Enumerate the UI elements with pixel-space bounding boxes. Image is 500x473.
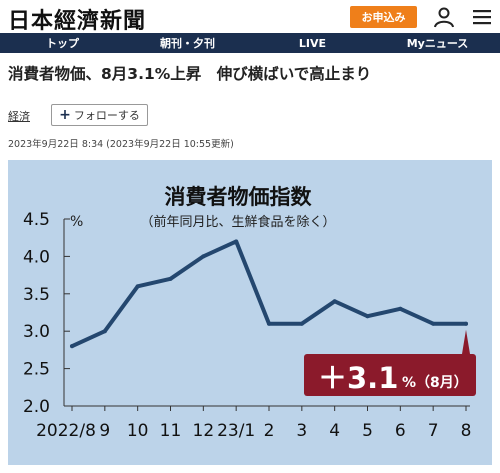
data-point: [201, 254, 206, 259]
data-point: [332, 299, 337, 304]
data-point: [464, 321, 468, 326]
x-tick-label: 8: [461, 421, 472, 441]
badge-background: [304, 354, 476, 396]
chart-title: 消費者物価指数: [165, 185, 313, 209]
data-point: [398, 306, 403, 311]
chart-svg: 消費者物価指数 （前年同月比、生鮮食品を除く） % 2.0 2.5 3.0 3.5 4.…: [23, 185, 476, 441]
x-tick-label: 7: [428, 421, 439, 441]
data-point: [168, 276, 173, 281]
data-point: [70, 344, 74, 349]
apply-button[interactable]: お申込み: [350, 6, 417, 28]
y-tick-label: 3.0: [23, 322, 50, 342]
nav-item-live[interactable]: LIVE: [298, 36, 327, 50]
badge-pointer: [462, 329, 470, 354]
data-point: [365, 314, 370, 319]
badge-unit: %（8月）: [402, 375, 468, 391]
article-timestamp: 2023年9月22日 8:34 (2023年9月22日 10:55更新): [8, 139, 234, 150]
x-tick-label: 4: [329, 421, 340, 441]
x-tick-label: 12: [193, 421, 215, 441]
data-point: [102, 329, 107, 334]
x-tick-label: 3: [296, 421, 307, 441]
y-tick-label: 3.5: [23, 285, 50, 305]
chart-axes: 2.0 2.5 3.0 3.5 4.0 4.5 2022/8 9 10 11 12 23/1 2 3 4 5 6…: [23, 210, 471, 441]
cpi-chart: 消費者物価指数 （前年同月比、生鮮食品を除く） % 2.0 2.5 3.0 3.5 4.…: [8, 160, 492, 465]
article-headline: 消費者物価、8月3.1%上昇 伸び横ばいで高止まり: [8, 65, 372, 83]
x-tick-label: 6: [395, 421, 406, 441]
follow-label: フォローする: [73, 109, 140, 122]
data-point: [299, 321, 304, 326]
nav-item-top[interactable]: トップ: [46, 37, 79, 50]
nav-item-my-news[interactable]: Myニュース: [406, 37, 469, 50]
x-tick-label: 5: [362, 421, 373, 441]
data-point: [431, 321, 436, 326]
x-tick-label: 9: [99, 421, 110, 441]
data-point: [267, 321, 271, 326]
data-point: [234, 239, 239, 244]
x-tick-label: 11: [160, 421, 182, 441]
y-tick-label: 2.5: [23, 360, 50, 380]
y-tick-label: 2.0: [23, 397, 50, 417]
y-tick-label: 4.0: [23, 247, 50, 267]
y-axis-unit: %: [70, 214, 83, 230]
x-tick-label: 23/1: [217, 421, 255, 441]
x-tick-label: 10: [127, 421, 149, 441]
x-tick-label: 2022/8: [36, 421, 96, 441]
site-logo[interactable]: 日本經濟新聞: [8, 8, 147, 34]
main-nav: トップ 朝刊・夕刊 LIVE Myニュース: [0, 33, 500, 53]
top-bar: 日本經濟新聞 お申込み: [0, 0, 500, 34]
category-link[interactable]: 経済: [8, 110, 30, 123]
hamburger-menu-icon[interactable]: [472, 7, 492, 27]
data-point: [135, 284, 140, 289]
plus-icon: +: [59, 107, 71, 123]
y-tick-label: 4.5: [23, 210, 50, 230]
change-badge: ＋3.1 %（8月）: [304, 354, 476, 396]
badge-value: ＋3.1: [318, 361, 398, 395]
chart-plot: [70, 239, 468, 349]
nav-item-morning-evening[interactable]: 朝刊・夕刊: [160, 37, 215, 50]
pointer-triangle: [462, 329, 470, 354]
x-tick-label: 2: [264, 421, 275, 441]
follow-button[interactable]: + フォローする: [51, 104, 148, 126]
user-icon[interactable]: [433, 6, 455, 28]
series-line: [70, 239, 468, 349]
chart-subtitle: （前年同月比、生鮮食品を除く）: [140, 214, 335, 230]
